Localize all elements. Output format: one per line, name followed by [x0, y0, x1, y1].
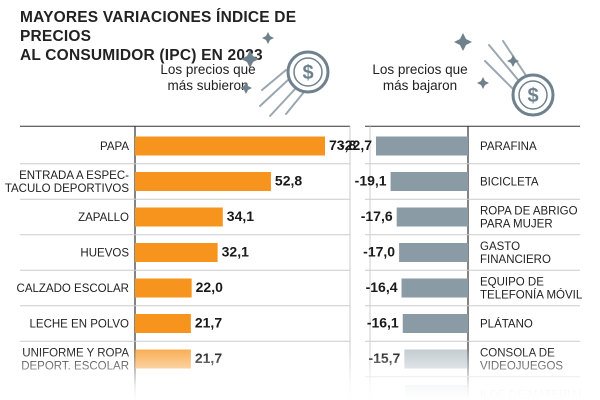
rise-value-label: 21,7	[195, 350, 222, 366]
fall-value-label: -16,1	[367, 315, 399, 331]
fall-category-label: GASTO FINANCIERO	[480, 241, 551, 266]
subtitle-fall: Los precios que más bajaron	[365, 62, 475, 94]
rise-category-label: HUEVOS	[80, 248, 129, 260]
rise-bar	[135, 207, 223, 227]
fall-category-label: ROPA DE ABRIGO PARA MUJER	[480, 206, 578, 231]
fall-bar	[396, 207, 468, 227]
rise-value-label: 32,1	[222, 244, 249, 260]
falling-coin-dollar-icon: $	[454, 33, 555, 117]
fall-value-label: -17,0	[363, 244, 395, 260]
rise-bar	[135, 278, 192, 298]
rise-bar	[135, 243, 218, 262]
subtitle-rise: Los precios que más subieron	[150, 62, 266, 94]
fall-bar	[390, 172, 468, 191]
rise-bar	[135, 314, 191, 333]
fall-value-label: -15,7	[368, 350, 400, 366]
rise-category-label: LECHE EN POLVO	[30, 319, 130, 331]
rise-category-label: ZAPALLO	[78, 212, 129, 224]
fall-bar	[401, 278, 468, 298]
fall-value-label: -17,6	[361, 208, 393, 224]
fall-value-label: -19,1	[355, 173, 387, 189]
subtitle-fall-line: Los precios que	[372, 62, 468, 77]
chart-title-line: MAYORES VARIACIONES ÍNDICE DE PRECIOS	[20, 9, 297, 45]
subtitle-rise-line: Los precios que	[160, 62, 256, 77]
chart-title: MAYORES VARIACIONES ÍNDICE DE PRECIOS AL…	[20, 8, 340, 65]
rise-value-label: 34,1	[227, 208, 254, 224]
rise-value-label: 21,7	[195, 315, 222, 331]
falling-coin-dollar-icon: $	[240, 32, 330, 117]
rise-bar	[135, 349, 191, 369]
rise-category-label: ENTRADA A ESPEC-TACULO DEPORTIVOS	[5, 170, 130, 195]
fall-category-label: PLÁTANO	[480, 318, 533, 331]
fall-bar	[399, 243, 468, 262]
rise-bar	[135, 172, 271, 191]
rise-value-label: 22,0	[196, 279, 223, 295]
chart-title-line: AL CONSUMIDOR (IPC) EN 2023	[20, 47, 263, 64]
fall-bars-group: PARAFINA -22,7 BICICLETA -19,1 ROPA DE ABRIG…	[340, 125, 585, 400]
fall-category-label: BICICLETA	[480, 177, 539, 189]
fall-bar	[404, 349, 468, 369]
fall-bar	[376, 136, 468, 156]
fall-bar	[405, 385, 468, 400]
fall-category-label: ILDE DE MATERIAL	[480, 390, 585, 400]
rise-value-label: 73,8	[329, 137, 356, 153]
rise-category-label: CALZADO ESCOLAR	[17, 283, 129, 295]
rise-bars-group: PAPA 73,8 ENTRADA A ESPEC-TACULO DEPORTIVO…	[5, 125, 356, 400]
subtitle-fall-line: más bajaron	[382, 78, 458, 93]
svg-text:$: $	[527, 85, 538, 107]
fall-category-label: EQUIPO DE TELEFONÍA MÓVIL	[480, 277, 583, 302]
subtitle-rise-line: más subieron	[167, 78, 249, 93]
fall-value-label: -22,7	[340, 137, 372, 153]
svg-text:$: $	[302, 62, 313, 84]
fall-bar	[402, 314, 468, 333]
fall-category-label: CONSOLA DE VIDEOJUEGOS	[480, 348, 563, 373]
rise-category-label: UNIFORME Y ROPA DEPORT. ESCOLAR	[21, 348, 129, 373]
fall-value-label: -16,4	[366, 279, 398, 295]
fall-category-label: PARAFINA	[480, 141, 537, 153]
rise-category-label: PAPA	[100, 141, 129, 153]
rise-value-label: 52,8	[275, 173, 302, 189]
rise-bar	[135, 136, 325, 156]
